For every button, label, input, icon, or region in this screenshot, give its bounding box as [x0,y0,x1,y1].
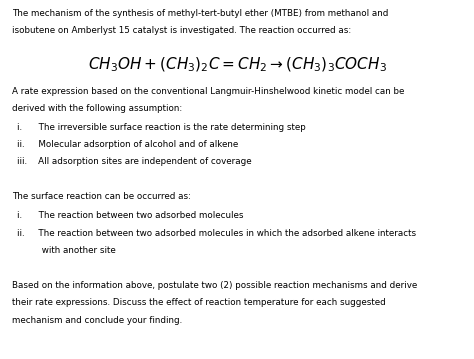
Text: mechanism and conclude your finding.: mechanism and conclude your finding. [12,316,182,325]
Text: their rate expressions. Discuss the effect of reaction temperature for each sugg: their rate expressions. Discuss the effe… [12,298,386,307]
Text: isobutene on Amberlyst 15 catalyst is investigated. The reaction occurred as:: isobutene on Amberlyst 15 catalyst is in… [12,26,351,35]
Text: with another site: with another site [17,246,115,255]
Text: Based on the information above, postulate two (2) possible reaction mechanisms a: Based on the information above, postulat… [12,281,417,290]
Text: ii.     Molecular adsorption of alcohol and of alkene: ii. Molecular adsorption of alcohol and … [17,140,238,149]
Text: ii.     The reaction between two adsorbed molecules in which the adsorbed alkene: ii. The reaction between two adsorbed mo… [17,229,416,238]
Text: The mechanism of the synthesis of methyl-tert-butyl ether (MTBE) from methanol a: The mechanism of the synthesis of methyl… [12,9,388,18]
Text: A rate expression based on the conventional Langmuir-Hinshelwood kinetic model c: A rate expression based on the conventio… [12,87,404,95]
Text: $CH_3OH + (CH_3)_2C = CH_2 \rightarrow (CH_3)_3COCH_3$: $CH_3OH + (CH_3)_2C = CH_2 \rightarrow (… [88,56,386,74]
Text: i.      The irreversible surface reaction is the rate determining step: i. The irreversible surface reaction is … [17,123,305,132]
Text: The surface reaction can be occurred as:: The surface reaction can be occurred as: [12,192,191,201]
Text: derived with the following assumption:: derived with the following assumption: [12,104,182,113]
Text: i.      The reaction between two adsorbed molecules: i. The reaction between two adsorbed mol… [17,211,243,220]
Text: iii.    All adsorption sites are independent of coverage: iii. All adsorption sites are independen… [17,157,251,166]
